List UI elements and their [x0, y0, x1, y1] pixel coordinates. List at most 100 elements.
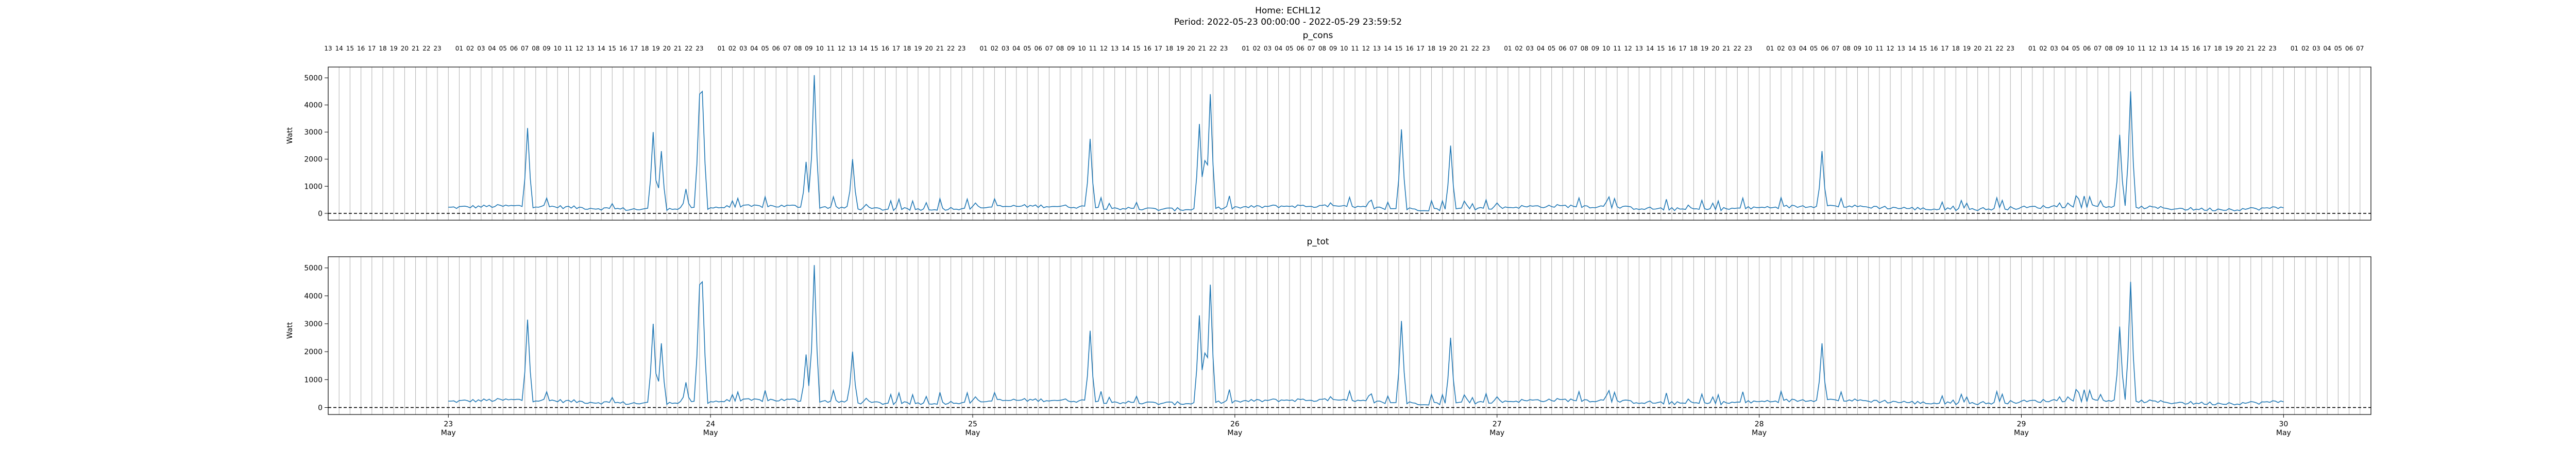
hour-tick-label: 23 [2007, 45, 2014, 52]
x-tick-day-label: 24 [706, 420, 715, 428]
hour-tick-label: 04 [488, 45, 496, 52]
hour-tick-label: 10 [1078, 45, 1086, 52]
hour-tick-label: 16 [2192, 45, 2200, 52]
hour-tick-label: 22 [1471, 45, 1479, 52]
hour-tick-label: 08 [532, 45, 539, 52]
hour-tick-label: 16 [619, 45, 627, 52]
hour-tick-label: 15 [871, 45, 878, 52]
hour-tick-label: 06 [772, 45, 780, 52]
hour-tick-label: 02 [466, 45, 474, 52]
hour-tick-label: 09 [1854, 45, 1861, 52]
hour-tick-label: 21 [1722, 45, 1730, 52]
hour-tick-label: 12 [1362, 45, 1370, 52]
hour-tick-label: 05 [761, 45, 769, 52]
x-tick-day-label: 29 [2017, 420, 2026, 428]
hour-tick-label: 11 [1613, 45, 1621, 52]
hour-tick-label: 01 [1242, 45, 1249, 52]
hour-tick-label: 22 [2258, 45, 2265, 52]
hour-tick-label: 06 [1035, 45, 1042, 52]
hour-tick-label: 14 [859, 45, 867, 52]
chart-panel-p-tot: p_tot Watt 01000200030004000500023May24M… [286, 237, 2371, 437]
hour-tick-label: 22 [1209, 45, 1217, 52]
hour-tick-label: 16 [1405, 45, 1413, 52]
hour-tick-label: 14 [335, 45, 343, 52]
hour-tick-label: 16 [882, 45, 889, 52]
plot-frame [328, 67, 2371, 221]
hour-tick-label: 20 [2236, 45, 2244, 52]
hour-tick-label: 15 [2181, 45, 2189, 52]
hour-tick-label: 03 [1264, 45, 1272, 52]
y-tick-label: 4000 [304, 292, 323, 301]
hour-tick-label: 20 [925, 45, 933, 52]
x-tick-month-label: May [1489, 429, 1504, 437]
hour-tick-label: 10 [1602, 45, 1610, 52]
hour-tick-label: 17 [630, 45, 638, 52]
x-tick-month-label: May [703, 429, 718, 437]
hour-tick-label: 14 [1646, 45, 1654, 52]
hour-tick-label: 07 [1045, 45, 1053, 52]
hour-tick-label: 11 [1351, 45, 1359, 52]
hour-tick-label: 11 [827, 45, 835, 52]
hour-tick-label: 11 [565, 45, 572, 52]
hour-tick-label: 08 [1843, 45, 1851, 52]
y-tick-label: 3000 [304, 128, 323, 137]
hour-tick-label: 12 [838, 45, 845, 52]
hour-tick-label: 18 [1165, 45, 1173, 52]
hour-tick-label: 13 [586, 45, 594, 52]
hour-tick-label: 22 [1995, 45, 2003, 52]
hour-tick-label: 15 [608, 45, 616, 52]
hour-tick-label: 09 [2116, 45, 2124, 52]
hour-tick-label: 15 [1919, 45, 1927, 52]
hour-tick-label: 01 [718, 45, 725, 52]
hour-tick-label: 01 [980, 45, 988, 52]
hour-tick-label: 11 [1089, 45, 1097, 52]
y-axis-label-p-tot: Watt [286, 322, 294, 339]
hour-tick-label: 23 [1744, 45, 1752, 52]
hour-tick-label: 19 [1701, 45, 1708, 52]
y-tick-label: 1000 [304, 183, 323, 191]
hour-tick-label: 07 [1832, 45, 1839, 52]
hour-tick-label: 04 [1799, 45, 1807, 52]
hour-tick-label: 06 [2083, 45, 2091, 52]
hour-tick-label: 01 [1766, 45, 1774, 52]
hour-tick-label: 14 [2171, 45, 2178, 52]
hour-tick-label: 21 [412, 45, 419, 52]
hour-tick-label: 06 [510, 45, 518, 52]
hour-tick-label: 01 [1504, 45, 1512, 52]
y-tick-label: 4000 [304, 102, 323, 110]
hour-tick-label: 02 [991, 45, 998, 52]
hour-tick-label: 09 [805, 45, 812, 52]
hour-tick-label: 02 [1777, 45, 1785, 52]
figure-title-line2: Period: 2022-05-23 00:00:00 - 2022-05-29… [1174, 17, 1402, 27]
hour-tick-label: 07 [1570, 45, 1578, 52]
hour-tick-label: 17 [1679, 45, 1687, 52]
x-tick-month-label: May [1227, 429, 1242, 437]
hour-tick-label: 17 [1941, 45, 1948, 52]
x-tick-day-label: 26 [1230, 420, 1240, 428]
x-tick-month-label: May [965, 429, 980, 437]
hour-tick-label: 19 [1176, 45, 1184, 52]
hour-tick-label: 20 [663, 45, 671, 52]
plot-frame [328, 256, 2371, 415]
hour-tick-label: 19 [390, 45, 398, 52]
hour-tick-label: 14 [1384, 45, 1392, 52]
hour-tick-label: 13 [1373, 45, 1381, 52]
hour-tick-label: 03 [1002, 45, 1009, 52]
hour-tick-label: 14 [597, 45, 605, 52]
hour-tick-label: 02 [1515, 45, 1523, 52]
hour-tick-label: 07 [1308, 45, 1315, 52]
x-tick-day-label: 23 [444, 420, 453, 428]
hour-tick-label: 14 [1908, 45, 1916, 52]
y-tick-label: 1000 [304, 376, 323, 384]
hour-tick-label: 18 [1952, 45, 1960, 52]
hour-tick-label: 13 [324, 45, 332, 52]
hour-tick-label: 10 [816, 45, 824, 52]
chart-panel-p-cons: p_cons Watt 13 14 15 16 17 18 19 20 21 22 23 01 02 03… [286, 30, 2371, 221]
hour-tick-label: 10 [1865, 45, 1872, 52]
hour-tick-label: 10 [2127, 45, 2134, 52]
y-tick-label: 0 [318, 404, 323, 412]
hour-tick-label: 18 [2214, 45, 2222, 52]
x-tick-month-label: May [2014, 429, 2029, 437]
subplot-title-p-tot: p_tot [1307, 237, 1329, 247]
